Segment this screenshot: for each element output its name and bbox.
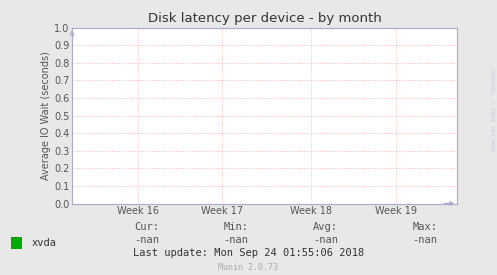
Title: Disk latency per device - by month: Disk latency per device - by month bbox=[148, 12, 382, 25]
Text: xvda: xvda bbox=[31, 238, 56, 248]
Text: Min:: Min: bbox=[224, 222, 248, 232]
Text: -nan: -nan bbox=[313, 235, 338, 244]
Y-axis label: Average IO Wait (seconds): Average IO Wait (seconds) bbox=[41, 51, 51, 180]
Text: Munin 2.0.73: Munin 2.0.73 bbox=[219, 263, 278, 272]
Text: Cur:: Cur: bbox=[134, 222, 159, 232]
Text: Avg:: Avg: bbox=[313, 222, 338, 232]
Text: RRDTOOL / TOBI OETIKER: RRDTOOL / TOBI OETIKER bbox=[490, 69, 495, 151]
Text: -nan: -nan bbox=[413, 235, 437, 244]
Text: -nan: -nan bbox=[134, 235, 159, 244]
Text: -nan: -nan bbox=[224, 235, 248, 244]
Text: Last update: Mon Sep 24 01:55:06 2018: Last update: Mon Sep 24 01:55:06 2018 bbox=[133, 248, 364, 258]
Text: Max:: Max: bbox=[413, 222, 437, 232]
